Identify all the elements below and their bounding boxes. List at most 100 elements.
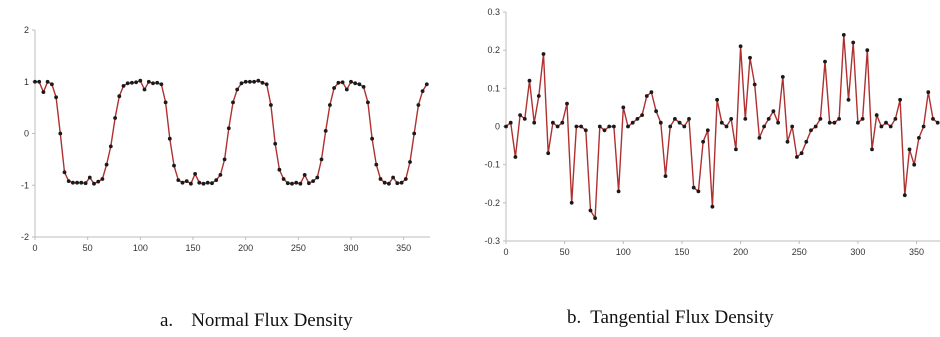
normal-data-point: [353, 81, 358, 86]
normal-data-point: [37, 79, 42, 84]
normal-x-tick-label: 50: [83, 243, 93, 253]
tangential-data-point: [677, 120, 682, 125]
tangential-data-point: [743, 117, 748, 121]
normal-data-point: [134, 80, 139, 85]
normal-data-point: [146, 79, 151, 84]
normal-data-point: [273, 141, 278, 146]
tangential-data-point: [588, 208, 593, 213]
tangential-data-point: [673, 117, 677, 121]
normal-data-point: [205, 180, 210, 185]
caption-normal-flux: a. Normal Flux Density: [160, 310, 353, 332]
tangential-data-point: [602, 128, 607, 133]
normal-data-point: [104, 162, 109, 167]
caption-letter-b: b.: [567, 307, 582, 328]
tangential-data-point: [809, 128, 813, 133]
tangential-data-point: [917, 136, 921, 140]
tangential-data-point: [649, 90, 654, 95]
tangential-data-point: [612, 124, 616, 129]
normal-x-tick-label: 250: [291, 243, 306, 253]
normal-data-point: [281, 177, 286, 181]
tangential-x-tick-label: 350: [909, 247, 924, 257]
normal-data-point: [366, 100, 370, 105]
normal-data-point: [151, 81, 155, 86]
normal-data-point: [180, 180, 185, 185]
tangential-data-point: [785, 139, 790, 144]
tangential-data-point: [696, 189, 701, 194]
tangential-data-point: [893, 117, 898, 121]
normal-data-point: [235, 87, 240, 92]
tangential-data-point: [560, 120, 565, 125]
normal-data-point: [328, 103, 332, 107]
normal-data-point: [374, 162, 379, 167]
tangential-data-point: [565, 101, 569, 106]
normal-data-point: [41, 90, 46, 94]
tangential-data-point: [823, 59, 827, 64]
normal-data-point: [87, 175, 92, 180]
normal-data-point: [370, 136, 374, 141]
normal-data-point: [176, 178, 181, 183]
normal-data-point: [62, 170, 67, 175]
normal-data-point: [252, 79, 256, 84]
tangential-data-point: [644, 94, 649, 98]
tangential-data-point: [780, 75, 785, 79]
tangential-data-point: [766, 117, 771, 121]
normal-data-point: [412, 131, 417, 136]
normal-data-point: [323, 129, 328, 133]
normal-x-tick-label: 100: [133, 243, 148, 253]
normal-data-point: [113, 116, 117, 120]
caption-text-b: Tangential Flux Density: [590, 307, 774, 328]
normal-data-point: [395, 181, 400, 186]
normal-data-point: [138, 78, 143, 83]
tangential-data-point: [921, 124, 926, 129]
tangential-data-point: [668, 124, 673, 129]
tangential-data-point: [757, 136, 762, 140]
caption-tangential-flux: b. Tangential Flux Density: [567, 307, 774, 329]
tangential-data-point: [630, 120, 635, 125]
normal-y-tick-label: -1: [21, 180, 29, 190]
normal-y-tick-label: 2: [24, 25, 29, 35]
tangential-data-point: [762, 124, 766, 129]
normal-data-point: [222, 157, 227, 162]
normal-data-point: [298, 181, 303, 186]
tangential-data-point: [724, 124, 729, 129]
tangential-data-point: [907, 147, 912, 152]
normal-data-point: [399, 180, 404, 185]
normal-data-point: [408, 160, 412, 164]
tangential-data-point: [508, 120, 513, 125]
tangential-x-tick-label: 150: [674, 247, 689, 257]
normal-data-point: [336, 80, 341, 85]
normal-data-point: [54, 95, 58, 100]
tangential-data-point: [799, 151, 804, 156]
normal-data-point: [75, 180, 79, 185]
normal-data-point: [243, 79, 248, 84]
normal-data-point: [172, 163, 176, 168]
normal-data-point: [218, 173, 223, 177]
tangential-data-point: [884, 120, 888, 125]
normal-data-point: [231, 100, 235, 105]
normal-x-tick-label: 0: [32, 243, 37, 253]
normal-data-point: [210, 181, 214, 186]
normal-data-point: [33, 79, 37, 84]
tangential-data-point: [879, 124, 884, 129]
tangential-data-point: [518, 113, 522, 117]
tangential-data-point: [583, 128, 588, 133]
normal-data-point: [349, 79, 353, 84]
tangential-data-point: [846, 97, 851, 102]
tangential-data-point: [888, 124, 893, 129]
tangential-data-point: [898, 97, 902, 102]
tangential-data-point: [752, 82, 757, 87]
tangential-data-point: [551, 120, 555, 125]
tangential-data-point: [504, 124, 508, 129]
normal-data-point: [420, 89, 425, 93]
normal-flux-chart: 210-1-20 50 100 150 200 250 300 350: [21, 25, 430, 253]
normal-data-point: [264, 82, 269, 87]
normal-data-point: [167, 136, 172, 141]
tangential-data-point: [626, 124, 630, 129]
tangential-data-point: [715, 97, 719, 102]
tangential-data-point: [593, 216, 597, 221]
normal-data-point: [256, 78, 261, 83]
tangential-data-point: [536, 94, 541, 98]
tangential-data-point: [926, 90, 931, 95]
normal-data-point: [125, 81, 130, 86]
normal-data-point: [332, 86, 336, 90]
